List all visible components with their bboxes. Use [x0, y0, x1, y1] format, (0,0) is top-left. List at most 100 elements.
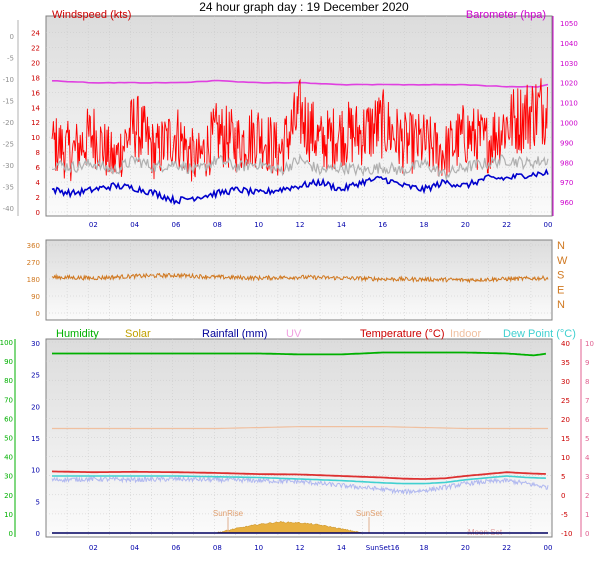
- wind-direction-line: [51, 272, 549, 284]
- legend-label: Indoor: [450, 328, 482, 340]
- wind-tick-label: 18: [420, 221, 429, 229]
- uv-tick-label: 8: [585, 378, 589, 386]
- humidity-line: [52, 351, 547, 357]
- temp-tick-label: 0: [561, 492, 565, 500]
- dir-tick-label: 360: [27, 242, 40, 250]
- wind-tick-label: 00: [544, 221, 553, 229]
- sunset-label: SunSet: [356, 509, 383, 518]
- temp-time-tick-label: 20: [461, 544, 470, 552]
- wind-tick-label: 08: [213, 221, 222, 229]
- baro-tick-label: 1000: [560, 119, 578, 127]
- baro-tick-label: 960: [560, 199, 573, 207]
- legend-label: Dew Point (°C): [503, 328, 576, 340]
- wind-tick-label: 20: [31, 59, 40, 67]
- wind-outer-tick-label: 0: [10, 33, 14, 41]
- rainfall-tick-label: 20: [31, 403, 40, 411]
- wind-low-line: [51, 168, 549, 206]
- temp-tick-label: 5: [561, 473, 565, 481]
- legend-label: Humidity: [56, 328, 99, 340]
- temp-time-tick-label: 08: [213, 544, 222, 552]
- temp-time-tick-label: 14: [337, 544, 346, 552]
- uv-tick-label: 7: [585, 397, 589, 405]
- dir-compass-label: W: [557, 255, 568, 267]
- wind-tick-label: 18: [31, 74, 40, 82]
- wind-tick-label: 24: [31, 29, 40, 37]
- humidity-tick-label: 20: [4, 492, 13, 500]
- legend-label: Temperature (°C): [360, 328, 444, 340]
- sunset-axis-label: SunSet16: [366, 544, 400, 552]
- baro-tick-label: 970: [560, 179, 573, 187]
- temp-time-tick-label: 00: [544, 544, 553, 552]
- baro-tick-label: 1020: [560, 80, 578, 88]
- wind-tick-label: 2: [36, 194, 40, 202]
- humidity-tick-label: 40: [4, 454, 13, 462]
- dir-tick-label: 90: [31, 293, 40, 301]
- dew-point-line: [52, 475, 546, 485]
- baro-title: Barometer (hpa): [466, 9, 546, 21]
- temp-time-tick-label: 10: [254, 544, 263, 552]
- wind-outer-tick-label: -5: [7, 55, 14, 63]
- dir-tick-label: 270: [27, 259, 40, 267]
- baro-tick-label: 1050: [560, 20, 578, 28]
- wind-tick-label: 04: [130, 221, 139, 229]
- uv-tick-label: 6: [585, 416, 590, 424]
- humidity-tick-label: 80: [4, 377, 13, 385]
- sunrise-label: SunRise: [213, 509, 244, 518]
- wind-title: Windspeed (kts): [52, 9, 131, 21]
- temperature-line: [51, 470, 546, 480]
- wind-outer-tick-label: -40: [3, 205, 14, 213]
- wind-tick-label: 10: [31, 134, 40, 142]
- wind-tick-label: 12: [296, 221, 305, 229]
- wind-tick-label: 4: [36, 179, 41, 187]
- baro-tick-label: 990: [560, 139, 573, 147]
- uv-tick-label: 1: [585, 511, 589, 519]
- wind-tick-label: 8: [36, 149, 40, 157]
- temp-time-tick-label: 18: [420, 544, 429, 552]
- dir-compass-label: N: [557, 240, 565, 252]
- wind-outer-tick-label: -35: [3, 184, 14, 192]
- rainfall-tick-label: 0: [36, 530, 40, 538]
- humidity-tick-label: 30: [4, 473, 13, 481]
- legend-label: UV: [286, 328, 302, 340]
- wind-outer-tick-label: -25: [3, 141, 14, 149]
- wind-tick-label: 22: [31, 44, 40, 52]
- rainfall-tick-label: 25: [31, 372, 40, 380]
- apparent-temp-line: [51, 475, 549, 496]
- temp-time-tick-label: 02: [89, 544, 98, 552]
- wind-outer-tick-label: -15: [3, 98, 14, 106]
- wind-tick-label: 6: [36, 164, 41, 172]
- humidity-tick-label: 70: [4, 396, 13, 404]
- humidity-tick-label: 50: [4, 435, 13, 443]
- humidity-tick-label: 60: [4, 415, 13, 423]
- temp-tick-label: 15: [561, 435, 570, 443]
- humidity-tick-label: 0: [9, 530, 13, 538]
- temp-tick-label: -5: [561, 511, 568, 519]
- temp-time-tick-label: 12: [296, 544, 305, 552]
- wind-tick-label: 02: [89, 221, 98, 229]
- temp-tick-label: 25: [561, 397, 570, 405]
- dir-compass-label: N: [557, 299, 565, 311]
- uv-tick-label: 10: [585, 340, 594, 348]
- wind-tick-label: 14: [31, 104, 40, 112]
- wind-tick-label: 16: [378, 221, 387, 229]
- dir-tick-label: 180: [27, 276, 40, 284]
- baro-tick-label: 1040: [560, 40, 578, 48]
- wind-tick-label: 14: [337, 221, 346, 229]
- solar-area: [217, 521, 364, 534]
- page-title: 24 hour graph day : 19 December 2020: [199, 0, 409, 14]
- wind-outer-tick-label: -30: [3, 162, 14, 170]
- temp-time-tick-label: 22: [502, 544, 511, 552]
- temp-tick-label: 20: [561, 416, 570, 424]
- baro-tick-label: 1010: [560, 100, 578, 108]
- wind-outer-tick-label: -20: [3, 119, 14, 127]
- dir-compass-label: E: [557, 284, 564, 296]
- humidity-tick-label: 90: [4, 358, 13, 366]
- legend-label: Rainfall (mm): [202, 328, 267, 340]
- temp-tick-label: 35: [561, 359, 570, 367]
- uv-tick-label: 9: [585, 359, 589, 367]
- humidity-tick-label: 100: [0, 339, 13, 347]
- wind-tick-label: 16: [31, 89, 40, 97]
- uv-tick-label: 5: [585, 435, 589, 443]
- rainfall-tick-label: 5: [36, 498, 40, 506]
